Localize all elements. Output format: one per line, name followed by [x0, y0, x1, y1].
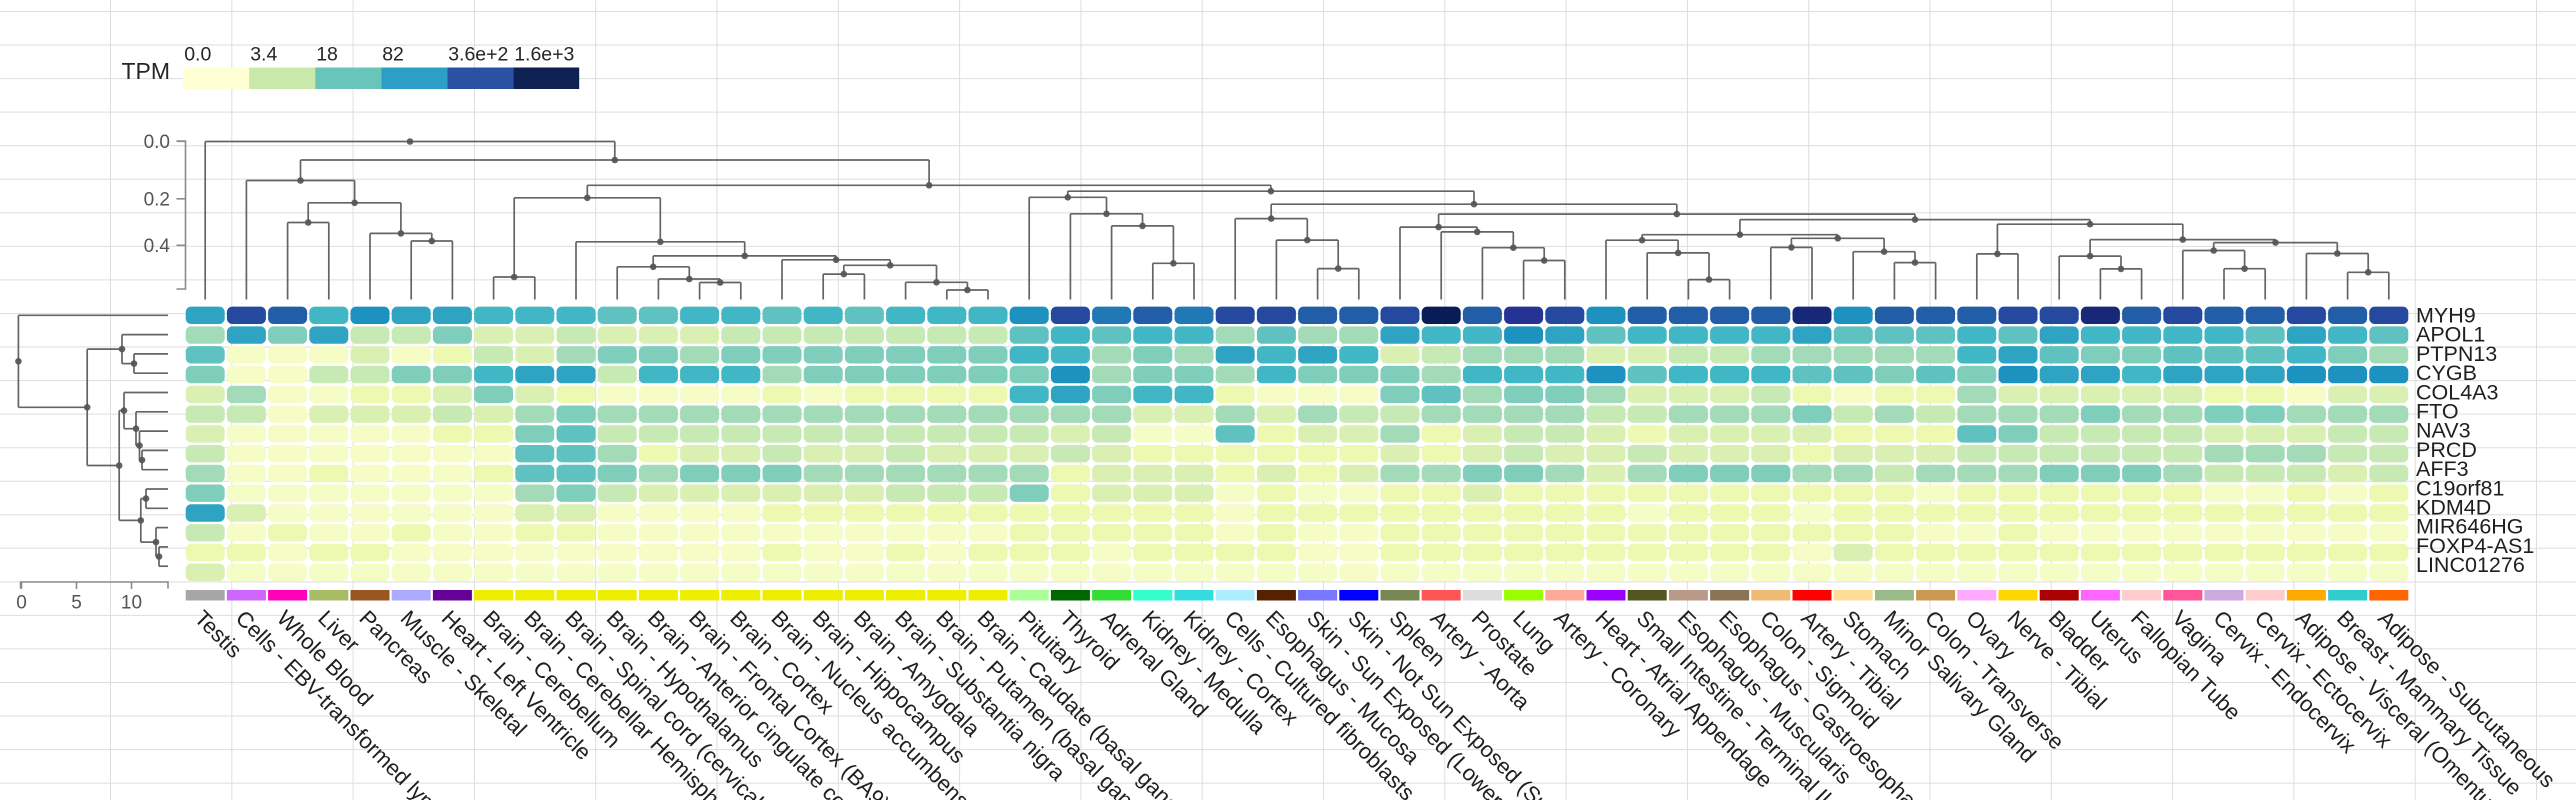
- svg-text:5: 5: [71, 593, 82, 614]
- svg-text:10: 10: [121, 593, 142, 614]
- svg-text:CYGB: CYGB: [2416, 361, 2477, 385]
- svg-text:0.0: 0.0: [184, 44, 211, 66]
- svg-text:COL4A3: COL4A3: [2416, 380, 2499, 404]
- svg-text:3.4: 3.4: [250, 44, 277, 66]
- svg-text:PTPN13: PTPN13: [2416, 342, 2497, 366]
- svg-text:0.0: 0.0: [144, 132, 170, 153]
- svg-text:0.4: 0.4: [144, 236, 171, 257]
- svg-text:MYH9: MYH9: [2416, 304, 2476, 328]
- svg-text:NAV3: NAV3: [2416, 419, 2471, 443]
- svg-text:KDM4D: KDM4D: [2416, 496, 2491, 520]
- svg-text:C19orf81: C19orf81: [2416, 476, 2504, 500]
- svg-text:PRCD: PRCD: [2416, 438, 2477, 462]
- svg-text:AFF3: AFF3: [2416, 457, 2469, 481]
- svg-text:18: 18: [316, 44, 338, 66]
- svg-text:3.6e+2: 3.6e+2: [448, 44, 508, 66]
- svg-text:0: 0: [16, 593, 27, 614]
- svg-text:82: 82: [382, 44, 404, 66]
- svg-text:MIR646HG: MIR646HG: [2416, 515, 2524, 539]
- svg-text:APOL1: APOL1: [2416, 323, 2485, 347]
- svg-text:1.6e+3: 1.6e+3: [514, 44, 574, 66]
- svg-text:0.2: 0.2: [144, 189, 170, 210]
- svg-text:LINC01276: LINC01276: [2416, 553, 2525, 577]
- svg-text:TPM: TPM: [121, 58, 170, 84]
- svg-text:FOXP4-AS1: FOXP4-AS1: [2416, 534, 2534, 558]
- svg-text:FTO: FTO: [2416, 400, 2459, 424]
